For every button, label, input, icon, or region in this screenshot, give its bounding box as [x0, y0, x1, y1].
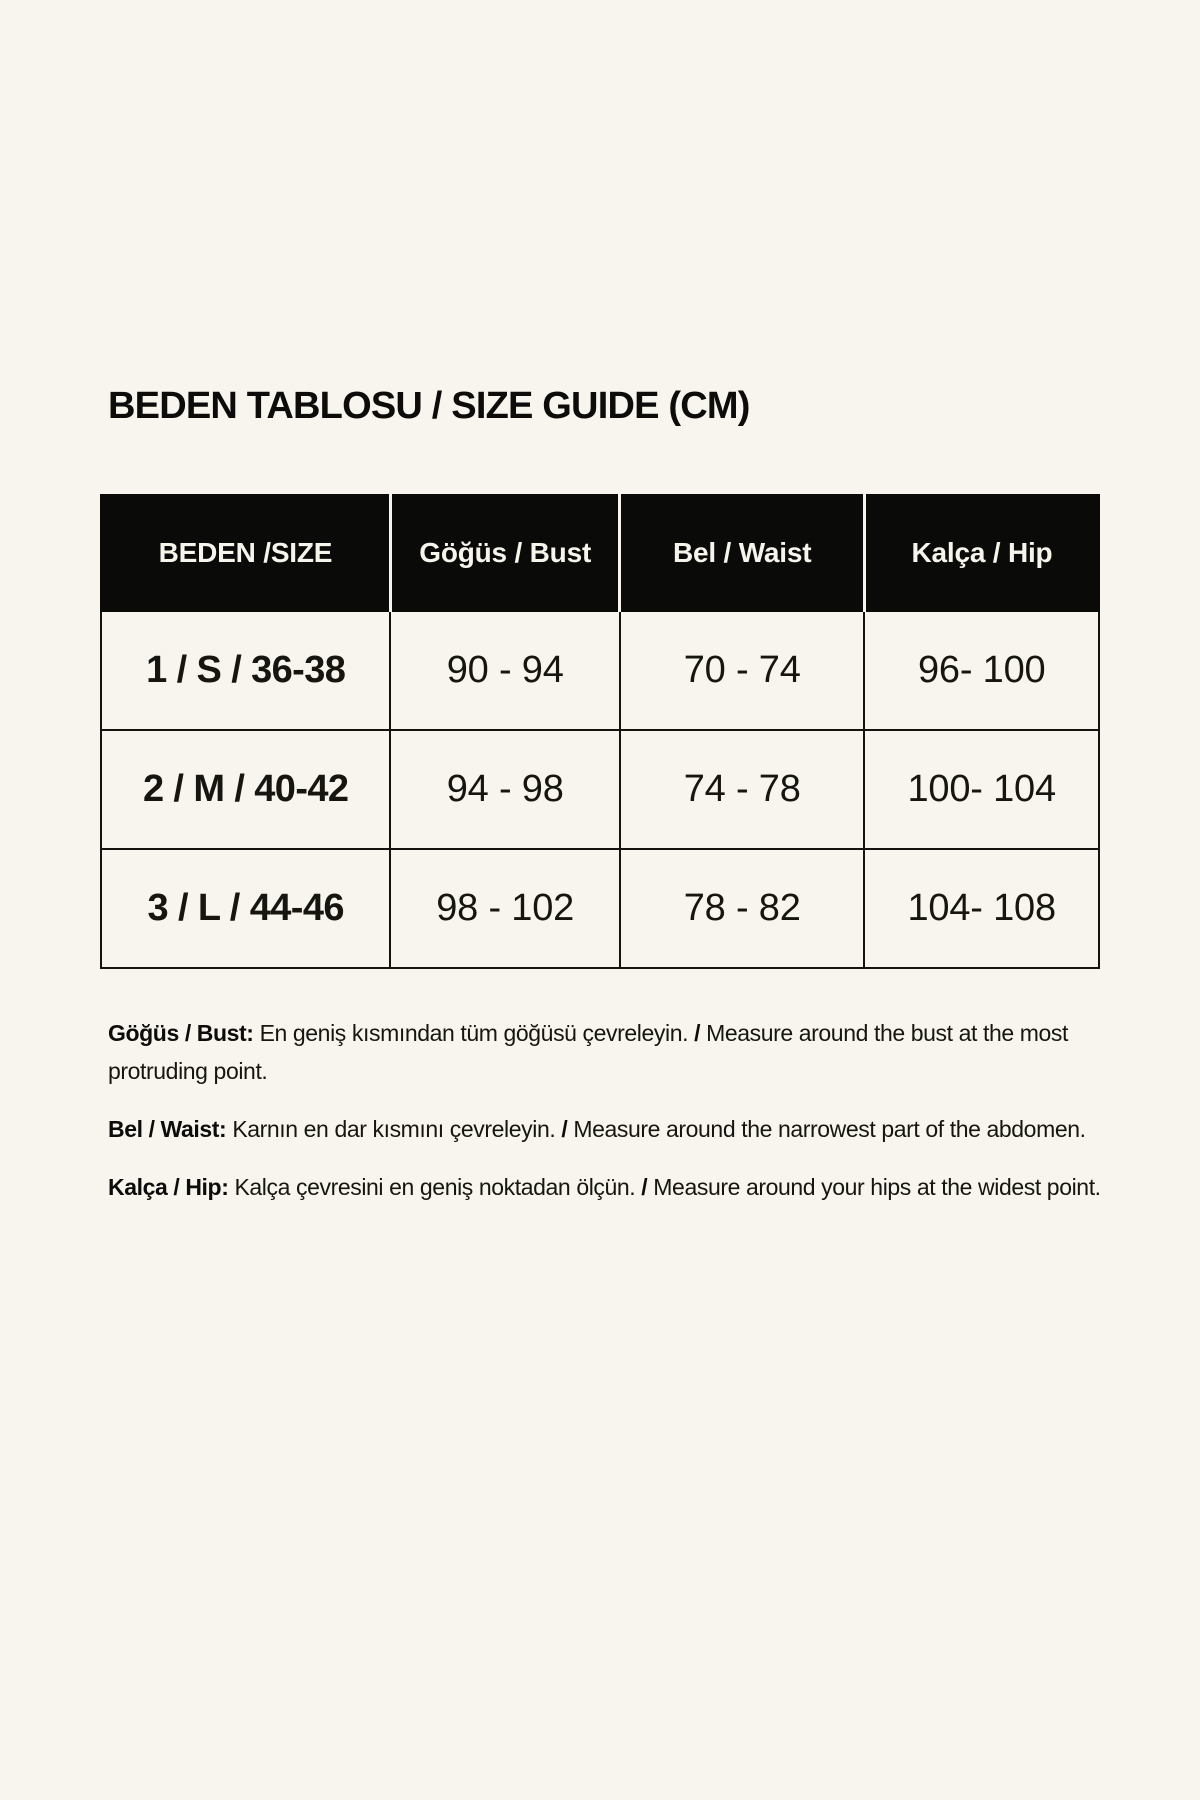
- note-hip-separator: /: [641, 1174, 648, 1200]
- col-header-hip: Kalça / Hip: [862, 494, 1100, 612]
- bust-cell: 98 - 102: [389, 848, 621, 969]
- col-header-size: BEDEN /SIZE: [99, 494, 392, 612]
- bust-cell: 94 - 98: [389, 729, 621, 850]
- table-row: 2 / M / 40-42 94 - 98 74 - 78 100- 104: [99, 729, 1100, 850]
- page-title: BEDEN TABLOSU / SIZE GUIDE (CM): [108, 385, 750, 428]
- note-hip-text-tr: Kalça çevresini en geniş noktadan ölçün.: [234, 1174, 636, 1200]
- note-bust: Göğüs / Bust: En geniş kısmından tüm göğ…: [108, 1014, 1108, 1090]
- waist-cell: 70 - 74: [618, 610, 866, 731]
- note-waist-text-tr: Karnın en dar kısmını çevreleyin.: [232, 1116, 556, 1142]
- header-row: BEDEN /SIZE Göğüs / Bust Bel / Waist Kal…: [99, 494, 1100, 612]
- size-cell: 3 / L / 44-46: [99, 848, 392, 969]
- note-waist: Bel / Waist: Karnın en dar kısmını çevre…: [108, 1110, 1108, 1148]
- size-cell: 2 / M / 40-42: [99, 729, 392, 850]
- size-table-body: 1 / S / 36-38 90 - 94 70 - 74 96- 100 2 …: [99, 610, 1100, 969]
- note-bust-text-tr: En geniş kısmından tüm göğüsü çevreleyin…: [259, 1020, 689, 1046]
- bust-cell: 90 - 94: [389, 610, 621, 731]
- note-waist-separator: /: [561, 1116, 568, 1142]
- note-bust-label: Göğüs / Bust:: [108, 1020, 254, 1046]
- table-row: 1 / S / 36-38 90 - 94 70 - 74 96- 100: [99, 610, 1100, 731]
- waist-cell: 78 - 82: [618, 848, 866, 969]
- size-cell: 1 / S / 36-38: [99, 610, 392, 731]
- waist-cell: 74 - 78: [618, 729, 866, 850]
- note-hip-label: Kalça / Hip:: [108, 1174, 229, 1200]
- hip-cell: 100- 104: [863, 729, 1100, 850]
- note-hip: Kalça / Hip: Kalça çevresini en geniş no…: [108, 1168, 1108, 1206]
- size-guide-table: BEDEN /SIZE Göğüs / Bust Bel / Waist Kal…: [99, 494, 1100, 969]
- size-table-header: BEDEN /SIZE Göğüs / Bust Bel / Waist Kal…: [99, 494, 1100, 612]
- hip-cell: 104- 108: [863, 848, 1100, 969]
- note-waist-text-en: Measure around the narrowest part of the…: [573, 1116, 1086, 1142]
- note-bust-separator: /: [694, 1020, 701, 1046]
- hip-cell: 96- 100: [863, 610, 1100, 731]
- note-waist-label: Bel / Waist:: [108, 1116, 227, 1142]
- measurement-notes: Göğüs / Bust: En geniş kısmından tüm göğ…: [108, 1014, 1108, 1226]
- table-row: 3 / L / 44-46 98 - 102 78 - 82 104- 108: [99, 848, 1100, 969]
- col-header-waist: Bel / Waist: [618, 494, 866, 612]
- col-header-bust: Göğüs / Bust: [388, 494, 621, 612]
- note-hip-text-en: Measure around your hips at the widest p…: [653, 1174, 1101, 1200]
- note-bust-text-en: Measure around the bust at the most prot…: [108, 1020, 1068, 1084]
